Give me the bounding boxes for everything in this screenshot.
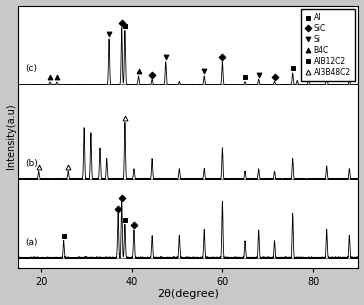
Y-axis label: Intensity(a.u): Intensity(a.u) bbox=[5, 104, 16, 169]
Text: (c): (c) bbox=[25, 64, 37, 73]
Legend: Al, SiC, Si, B4C, AlB12C2, Al3B48C2: Al, SiC, Si, B4C, AlB12C2, Al3B48C2 bbox=[301, 9, 355, 81]
X-axis label: 2θ(degree): 2θ(degree) bbox=[158, 289, 219, 300]
Text: (b): (b) bbox=[25, 159, 38, 168]
Text: (a): (a) bbox=[25, 238, 37, 247]
